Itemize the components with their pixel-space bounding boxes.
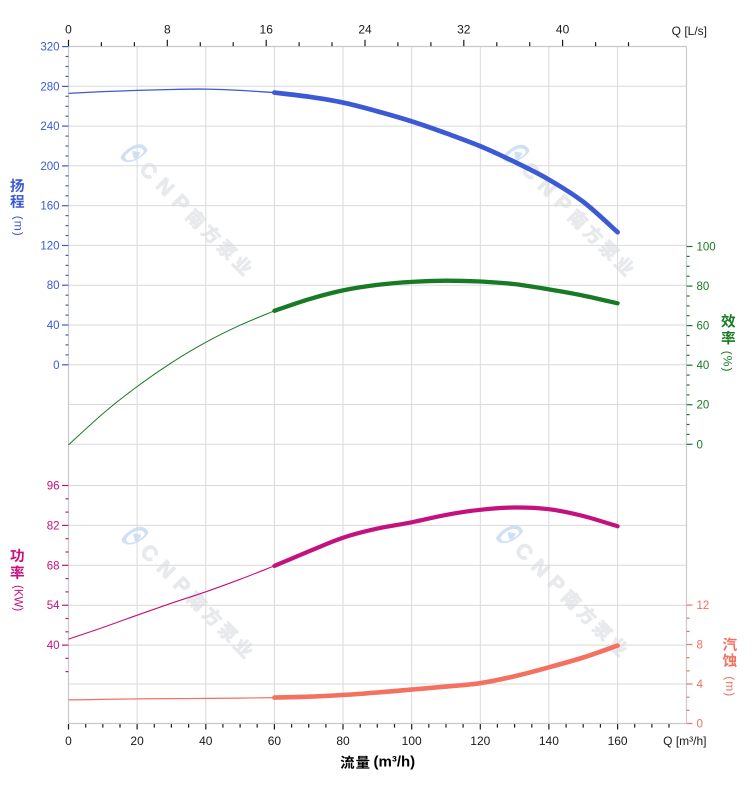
svg-text:60: 60	[268, 734, 282, 748]
svg-text:200: 200	[40, 161, 59, 173]
svg-text:8: 8	[697, 640, 703, 652]
svg-text:12: 12	[697, 600, 710, 612]
svg-text:20: 20	[130, 734, 144, 748]
svg-text:32: 32	[457, 23, 471, 37]
svg-text:(m³/h): (m³/h)	[374, 754, 416, 771]
svg-text:68: 68	[47, 560, 60, 572]
svg-text:80: 80	[697, 281, 710, 293]
svg-text:(KW): (KW)	[12, 585, 24, 611]
svg-text:0: 0	[53, 360, 59, 372]
svg-text:120: 120	[40, 241, 59, 253]
svg-text:4: 4	[697, 679, 704, 691]
svg-text:Q [L/s]: Q [L/s]	[672, 24, 707, 38]
svg-text:96: 96	[47, 481, 60, 493]
svg-text:0: 0	[65, 734, 72, 748]
svg-text:54: 54	[47, 600, 60, 612]
svg-text:20: 20	[697, 400, 710, 412]
svg-text:40: 40	[47, 320, 60, 332]
svg-text:40: 40	[556, 23, 570, 37]
svg-text:160: 160	[40, 201, 59, 213]
svg-text:240: 240	[40, 121, 59, 133]
svg-text:0: 0	[65, 23, 72, 37]
svg-text:280: 280	[40, 81, 59, 93]
svg-text:0: 0	[697, 719, 703, 731]
svg-text:82: 82	[47, 520, 60, 532]
svg-text:8: 8	[164, 23, 171, 37]
svg-text:100: 100	[402, 734, 422, 748]
svg-text:40: 40	[47, 640, 60, 652]
svg-text:16: 16	[260, 23, 274, 37]
svg-text:160: 160	[608, 734, 628, 748]
svg-text:24: 24	[358, 23, 372, 37]
svg-text:80: 80	[47, 280, 60, 292]
svg-text:140: 140	[539, 734, 559, 748]
svg-text:80: 80	[336, 734, 350, 748]
svg-text:320: 320	[40, 42, 59, 54]
svg-text:(m): (m)	[723, 676, 737, 697]
svg-text:40: 40	[199, 734, 213, 748]
svg-text:(%): (%)	[721, 351, 735, 373]
svg-text:60: 60	[697, 321, 710, 333]
svg-text:120: 120	[470, 734, 490, 748]
svg-text:(m): (m)	[12, 216, 26, 237]
svg-text:0: 0	[697, 439, 703, 451]
svg-text:100: 100	[697, 242, 716, 254]
svg-text:Q [m³/h]: Q [m³/h]	[663, 734, 706, 748]
svg-text:40: 40	[697, 360, 710, 372]
